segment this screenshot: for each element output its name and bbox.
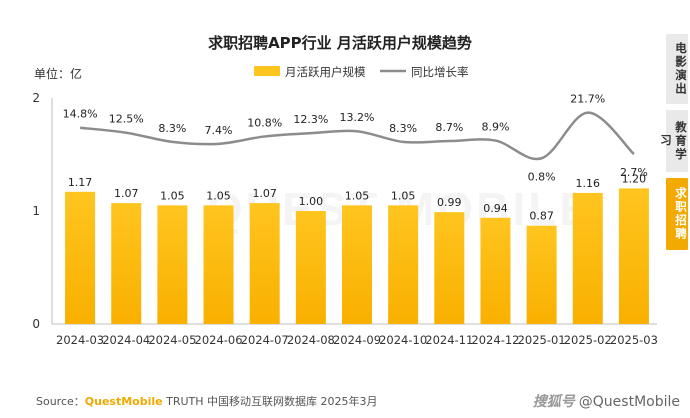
credit-handle: @QuestMobile — [578, 394, 680, 410]
credit-logo: 搜狐号 — [532, 394, 575, 410]
bar-2025-03 — [618, 188, 649, 324]
source-rest: TRUTH 中国移动互联网数据库 2025年3月 — [162, 395, 378, 408]
line-value-label: 8.9% — [481, 121, 509, 134]
bar-2024-03 — [65, 191, 96, 324]
bar-value-label: 0.99 — [437, 196, 462, 209]
source-brand: QuestMobile — [84, 395, 163, 408]
bar-value-label: 1.20 — [622, 172, 647, 185]
x-tick-label: 2025-02 — [564, 333, 612, 347]
x-tick-label: 2024-07 — [241, 333, 289, 347]
chart-canvas: QUEST MOBILE 求职招聘APP行业 月活跃用户规模趋势 单位：亿 月活… — [32, 34, 658, 347]
x-tick-label: 2025-01 — [518, 333, 566, 347]
bar-value-label: 1.00 — [299, 195, 324, 208]
y-unit-label: 单位：亿 — [34, 66, 82, 81]
line-value-label: 0.8% — [528, 170, 556, 183]
bar-value-label: 1.07 — [252, 187, 277, 200]
line-value-label: 12.5% — [109, 113, 144, 126]
line-value-label: 10.8% — [247, 116, 282, 129]
bar-value-label: 1.05 — [391, 189, 416, 202]
line-value-label: 21.7% — [570, 93, 605, 106]
bar-2024-07 — [249, 203, 280, 324]
x-tick-label: 2024-09 — [333, 333, 381, 347]
legend-bar-label: 月活跃用户规模 — [285, 65, 366, 79]
bar-2024-12 — [480, 217, 511, 324]
line-value-label: 8.7% — [435, 121, 463, 134]
y-tick-label: 2 — [32, 91, 40, 105]
bar-value-label: 1.05 — [160, 189, 185, 202]
series-line-growth — [79, 111, 635, 161]
line-value-label: 14.8% — [63, 108, 98, 121]
side-tab-movies[interactable]: 电影演出 — [666, 34, 688, 104]
bar-value-label: 0.94 — [483, 202, 508, 215]
line-value-label: 8.3% — [389, 122, 417, 135]
side-tab-list: 电影演出 教育学习 求职招聘 — [659, 34, 688, 256]
bar-2024-10 — [388, 205, 419, 324]
source-prefix: Source： — [36, 395, 85, 408]
line-value-label: 7.4% — [205, 124, 233, 137]
line-value-label: 8.3% — [158, 122, 186, 135]
x-tick-label: 2024-08 — [287, 333, 335, 347]
legend: 月活跃用户规模 同比增长率 — [254, 65, 469, 79]
bar-2024-04 — [111, 203, 142, 324]
source-note: Source：QuestMobile TRUTH 中国移动互联网数据库 2025… — [36, 393, 378, 409]
bar-value-label: 1.05 — [206, 189, 231, 202]
bar-2024-11 — [434, 212, 465, 324]
bar-value-label: 1.05 — [345, 189, 370, 202]
bar-value-label: 1.16 — [576, 177, 601, 190]
chart-title: 求职招聘APP行业 月活跃用户规模趋势 — [208, 34, 472, 52]
x-tick-label: 2024-11 — [425, 333, 473, 347]
x-tick-label: 2024-06 — [195, 333, 243, 347]
y-tick-label: 1 — [32, 204, 40, 218]
x-tick-label: 2025-03 — [610, 333, 658, 347]
line-value-label: 2.7% — [620, 166, 648, 179]
bar-2024-09 — [342, 205, 372, 324]
y-tick-label: 0 — [32, 317, 40, 331]
bar-2024-06 — [203, 205, 234, 324]
bar-2025-01 — [526, 225, 557, 324]
side-tab-education[interactable]: 教育学习 — [659, 110, 688, 172]
bar-2024-08 — [295, 211, 326, 324]
bar-2024-05 — [157, 205, 188, 324]
line-value-label: 12.3% — [293, 113, 328, 126]
side-tab-recruitment[interactable]: 求职招聘 — [666, 178, 688, 250]
x-tick-label: 2024-10 — [379, 333, 427, 347]
bar-value-label: 0.87 — [529, 210, 554, 223]
x-tick-label: 2024-05 — [148, 333, 196, 347]
bar-2025-02 — [572, 192, 603, 324]
legend-line-label: 同比增长率 — [411, 65, 469, 79]
x-tick-label: 2024-04 — [102, 333, 150, 347]
x-tick-label: 2024-03 — [56, 333, 104, 347]
legend-bar-swatch — [254, 66, 280, 76]
x-tick-label: 2024-12 — [471, 333, 519, 347]
bar-value-label: 1.17 — [68, 176, 93, 189]
bar-value-label: 1.07 — [114, 187, 139, 200]
line-value-label: 13.2% — [340, 111, 375, 124]
credit: 搜狐号 @QuestMobile — [533, 391, 680, 411]
